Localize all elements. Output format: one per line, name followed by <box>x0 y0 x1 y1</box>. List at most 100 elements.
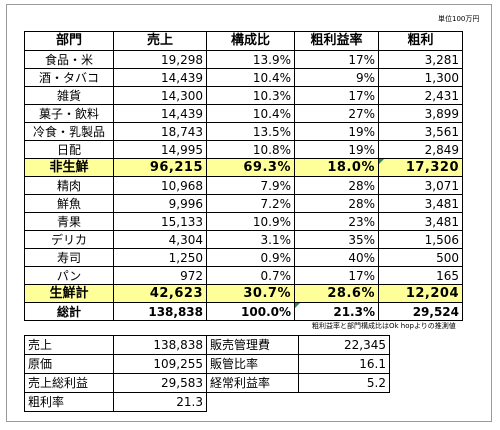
dept-cell: 精肉 <box>24 176 114 195</box>
profit-cell: 3,481 <box>378 194 463 213</box>
ratio-cell: 13.5% <box>206 122 295 141</box>
summary-label: 原価 <box>24 354 114 374</box>
header-sales: 売上 <box>113 31 207 51</box>
summary-label: 粗利率 <box>24 392 114 412</box>
summary-value-2: 22,345 <box>298 335 390 355</box>
profit-cell: 1,506 <box>378 230 463 249</box>
margin-cell: 28% <box>294 194 379 213</box>
table-row: 食品・米 19,298 13.9% 17% 3,281 <box>24 50 463 69</box>
subtotal-row-non-fresh: 非生鮮 96,215 69.3% 18.0% 17,320 <box>24 158 463 177</box>
margin-cell: 21.3% <box>294 302 379 321</box>
dept-cell: 総計 <box>24 302 114 321</box>
margin-cell: 19% <box>294 140 379 159</box>
margin-cell: 28% <box>294 176 379 195</box>
ratio-cell: 7.2% <box>206 194 295 213</box>
summary-value-2: 5.2 <box>298 373 390 393</box>
profit-cell: 3,481 <box>378 212 463 231</box>
dept-cell: 非生鮮 <box>24 158 114 177</box>
dept-cell: パン <box>24 266 114 285</box>
grand-total-row: 総計 138,838 100.0% 21.3% 29,524 <box>24 302 463 321</box>
sales-cell: 19,298 <box>113 50 207 69</box>
dept-cell: 酒・タバコ <box>24 68 114 87</box>
profit-cell: 1,300 <box>378 68 463 87</box>
header-dept: 部門 <box>24 31 114 51</box>
profit-cell: 2,431 <box>378 86 463 105</box>
dept-cell: 食品・米 <box>24 50 114 69</box>
ratio-cell: 69.3% <box>206 158 295 177</box>
table-row: 精肉 10,968 7.9% 28% 3,071 <box>24 176 463 195</box>
sales-cell: 14,439 <box>113 104 207 123</box>
profit-cell: 3,561 <box>378 122 463 141</box>
ratio-cell: 10.3% <box>206 86 295 105</box>
summary-value-2: 16.1 <box>298 354 390 374</box>
sales-cell: 9,996 <box>113 194 207 213</box>
summary-value: 21.3 <box>113 392 207 412</box>
profit-cell: 3,281 <box>378 50 463 69</box>
summary-label: 売上 <box>24 335 114 355</box>
table-row: 青果 15,133 10.9% 23% 3,481 <box>24 212 463 231</box>
ratio-cell: 3.1% <box>206 230 295 249</box>
profit-cell: 12,204 <box>378 284 463 303</box>
margin-cell: 9% <box>294 68 379 87</box>
ratio-cell: 100.0% <box>206 302 295 321</box>
summary-label-2: 販売管理費 <box>206 335 299 355</box>
sales-cell: 15,133 <box>113 212 207 231</box>
summary-table: 売上 138,838 販売管理費 22,345 原価 109,255 販管比率 16.1 売上総… <box>24 335 390 412</box>
summary-row: 売上 138,838 販売管理費 22,345 <box>24 335 390 355</box>
ratio-cell: 13.9% <box>206 50 295 69</box>
table-row: パン 972 0.7% 17% 165 <box>24 266 463 285</box>
sales-cell: 10,968 <box>113 176 207 195</box>
margin-cell: 17% <box>294 266 379 285</box>
dept-cell: 生鮮計 <box>24 284 114 303</box>
profit-cell: 3,071 <box>378 176 463 195</box>
table-row: 寿司 1,250 0.9% 40% 500 <box>24 248 463 267</box>
table-row: 酒・タバコ 14,439 10.4% 9% 1,300 <box>24 68 463 87</box>
sheet-frame <box>6 4 492 422</box>
profit-cell: 500 <box>378 248 463 267</box>
sales-cell: 18,743 <box>113 122 207 141</box>
header-margin: 粗利益率 <box>294 31 379 51</box>
ratio-cell: 10.8% <box>206 140 295 159</box>
margin-cell: 19% <box>294 122 379 141</box>
empty-cell <box>299 393 390 412</box>
ratio-cell: 10.4% <box>206 68 295 87</box>
ratio-cell: 0.7% <box>206 266 295 285</box>
summary-label-2: 販管比率 <box>206 354 299 374</box>
sales-cell: 4,304 <box>113 230 207 249</box>
estimate-note: 粗利益率と部門構成比はOk hopよりの推測値 <box>312 322 456 330</box>
profit-cell: 165 <box>378 266 463 285</box>
header-row: 部門 売上 構成比 粗利益率 粗利 <box>24 31 463 51</box>
margin-cell: 17% <box>294 86 379 105</box>
sales-cell: 14,995 <box>113 140 207 159</box>
sales-cell: 42,623 <box>113 284 207 303</box>
profit-cell: 29,524 <box>378 302 463 321</box>
summary-value: 109,255 <box>113 354 207 374</box>
profit-cell: 17,320 <box>378 158 463 177</box>
summary-row: 原価 109,255 販管比率 16.1 <box>24 354 390 374</box>
sales-cell: 972 <box>113 266 207 285</box>
table-row: 日配 14,995 10.8% 19% 2,849 <box>24 140 463 159</box>
subtotal-row-fresh: 生鮮計 42,623 30.7% 28.6% 12,204 <box>24 284 463 303</box>
dept-cell: デリカ <box>24 230 114 249</box>
summary-row: 売上総利益 29,583 経常利益率 5.2 <box>24 373 390 393</box>
margin-cell: 17% <box>294 50 379 69</box>
department-table: 部門 売上 構成比 粗利益率 粗利 食品・米 19,298 13.9% 17% 3,28… <box>24 31 463 321</box>
margin-cell: 23% <box>294 212 379 231</box>
unit-note: 単位100万円 <box>438 15 480 23</box>
dept-cell: 青果 <box>24 212 114 231</box>
table-row: デリカ 4,304 3.1% 35% 1,506 <box>24 230 463 249</box>
sales-cell: 14,439 <box>113 68 207 87</box>
sales-cell: 138,838 <box>113 302 207 321</box>
margin-cell: 28.6% <box>294 284 379 303</box>
empty-cell <box>207 393 299 412</box>
profit-cell: 2,849 <box>378 140 463 159</box>
margin-cell: 35% <box>294 230 379 249</box>
sales-cell: 96,215 <box>113 158 207 177</box>
ratio-cell: 30.7% <box>206 284 295 303</box>
table-row: 鮮魚 9,996 7.2% 28% 3,481 <box>24 194 463 213</box>
dept-cell: 菓子・飲料 <box>24 104 114 123</box>
sales-cell: 1,250 <box>113 248 207 267</box>
summary-value: 29,583 <box>113 373 207 393</box>
table-row: 冷食・乳製品 18,743 13.5% 19% 3,561 <box>24 122 463 141</box>
table-row: 菓子・飲料 14,439 10.4% 27% 3,899 <box>24 104 463 123</box>
